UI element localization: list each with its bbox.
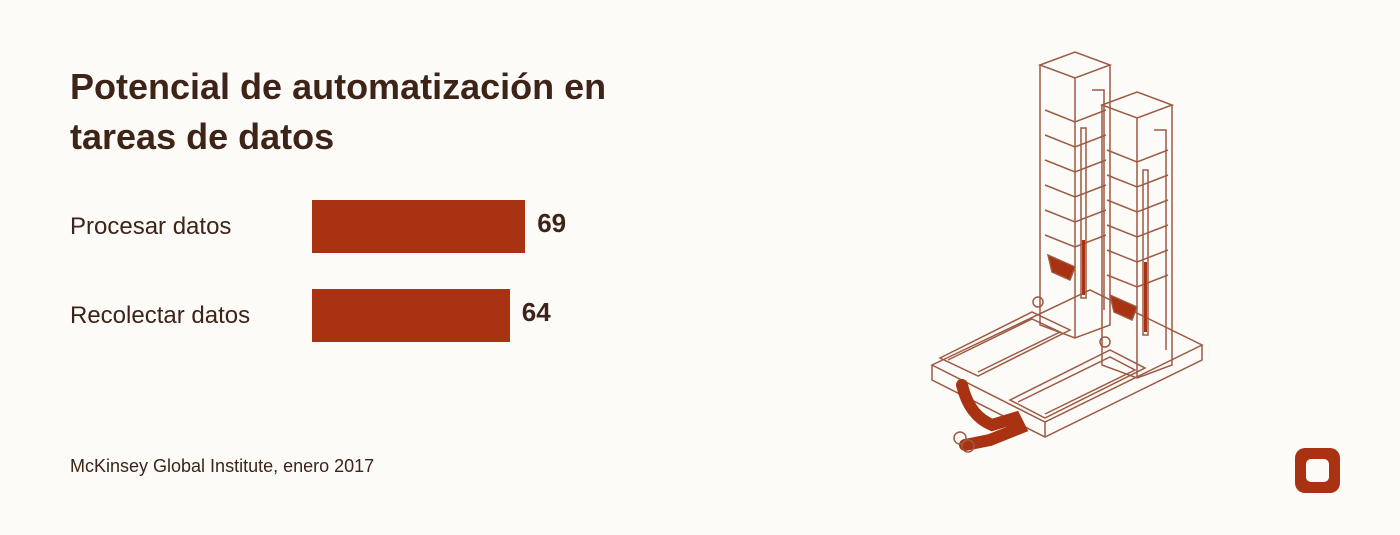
source: McKinsey Global Institute, enero 2017 bbox=[70, 456, 375, 476]
category-label: Recolectar datos bbox=[70, 302, 251, 329]
bar bbox=[312, 289, 510, 342]
category-label: Procesar datos bbox=[70, 213, 232, 240]
logo bbox=[1295, 448, 1340, 493]
value-label: 69 bbox=[537, 208, 567, 238]
illustration bbox=[930, 51, 1204, 453]
chart-title: Potencial de automatización en tareas de… bbox=[70, 66, 607, 157]
bar-chart: Procesar datos 69 Recolectar datos 64 bbox=[0, 0, 700, 400]
value-label: 64 bbox=[521, 297, 551, 327]
bar bbox=[312, 200, 526, 253]
logo-inner bbox=[1306, 459, 1329, 482]
